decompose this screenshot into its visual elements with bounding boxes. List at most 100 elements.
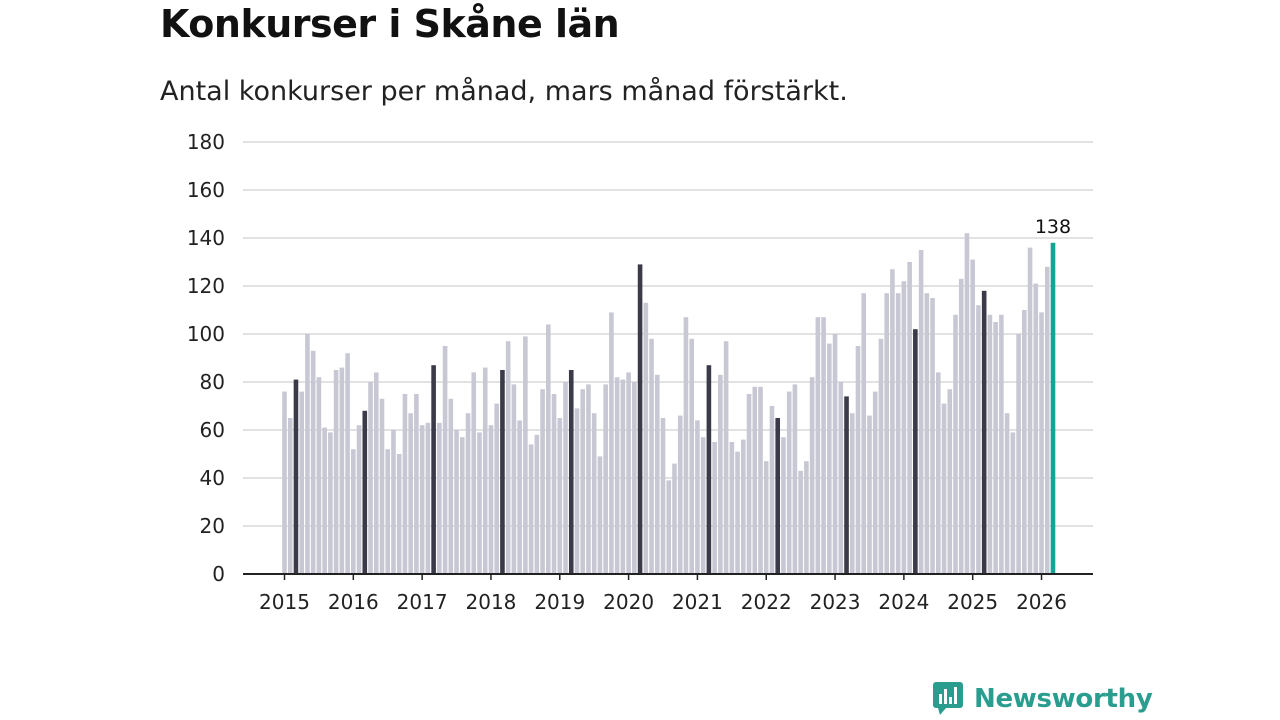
bar <box>528 444 534 574</box>
bar <box>930 298 935 574</box>
y-tick-label: 80 <box>200 370 225 394</box>
bar <box>540 389 545 574</box>
bar <box>677 415 683 574</box>
x-tick-label: 2016 <box>328 590 379 614</box>
data-label-latest: 138 <box>1035 216 1071 238</box>
bar <box>735 451 740 574</box>
bar <box>465 413 471 574</box>
bar <box>832 334 838 574</box>
y-tick-label: 60 <box>200 418 225 442</box>
bar <box>305 334 310 574</box>
bar <box>356 425 362 574</box>
bar-march <box>362 410 368 574</box>
bar <box>827 343 832 574</box>
bar <box>408 413 413 574</box>
bar <box>1010 432 1016 574</box>
bar <box>310 350 316 574</box>
bar <box>987 314 993 574</box>
bar <box>970 259 975 574</box>
bar <box>649 338 654 574</box>
bar <box>597 456 603 574</box>
bar-march <box>431 365 436 574</box>
bar-march <box>981 290 987 574</box>
bar <box>654 374 660 574</box>
bar <box>580 389 586 574</box>
bar <box>660 418 666 574</box>
bar <box>890 269 895 574</box>
bar <box>333 370 339 574</box>
bar <box>368 382 373 574</box>
bar <box>351 449 356 574</box>
bar <box>895 293 901 574</box>
x-tick-label: 2020 <box>603 590 654 614</box>
bar <box>437 422 442 574</box>
bar <box>672 463 677 574</box>
bars <box>282 233 1056 575</box>
bar <box>1033 283 1039 574</box>
newsworthy-logo-icon <box>933 682 963 715</box>
bar <box>763 461 769 574</box>
bar <box>414 394 419 574</box>
bar <box>546 324 551 574</box>
bar <box>488 425 494 574</box>
bar-march <box>500 370 505 574</box>
bar <box>282 391 287 574</box>
bar <box>867 415 872 574</box>
y-tick-label: 180 <box>187 130 225 154</box>
data-labels: 138 <box>1035 216 1071 238</box>
bar <box>609 312 614 574</box>
bar <box>419 425 425 574</box>
bar <box>316 377 322 574</box>
bar <box>586 384 591 574</box>
bar <box>958 278 964 574</box>
bar <box>551 394 557 574</box>
bar <box>379 398 385 574</box>
bar <box>901 281 907 574</box>
x-tick-label: 2022 <box>741 590 792 614</box>
bar <box>976 305 981 574</box>
bar-march <box>775 418 781 574</box>
bar <box>322 427 327 574</box>
bar <box>999 314 1004 574</box>
bar-march <box>637 264 643 574</box>
x-tick-label: 2023 <box>810 590 861 614</box>
bar <box>712 442 717 574</box>
bar <box>299 391 304 574</box>
bar <box>953 314 958 574</box>
bar <box>1044 266 1050 574</box>
bar <box>626 372 631 574</box>
bar <box>591 413 597 574</box>
bar <box>861 293 867 574</box>
bar <box>454 430 459 574</box>
y-tick-label: 0 <box>212 562 225 586</box>
gridlines <box>243 141 1093 527</box>
chart-subtitle: Antal konkurser per månad, mars månad fö… <box>160 76 848 107</box>
bar <box>781 437 786 574</box>
x-tick-label: 2017 <box>397 590 448 614</box>
bar-march <box>293 379 299 574</box>
bar <box>815 317 821 574</box>
bar <box>809 377 815 574</box>
bar <box>442 346 448 574</box>
y-tick-label: 160 <box>187 178 225 202</box>
bar <box>792 384 798 574</box>
bar <box>391 430 396 574</box>
bar <box>935 372 941 574</box>
y-tick-label: 20 <box>200 514 225 538</box>
bar <box>683 317 689 574</box>
bar <box>718 374 723 574</box>
bar <box>804 461 809 574</box>
bar-march <box>844 396 849 574</box>
bar <box>907 262 912 574</box>
bar <box>729 442 735 574</box>
bar <box>838 382 844 574</box>
bar <box>993 322 998 574</box>
y-tick-label: 120 <box>187 274 225 298</box>
brand-name: Newsworthy <box>974 684 1153 714</box>
bar <box>385 449 391 574</box>
bar <box>396 454 402 574</box>
bar <box>459 437 465 574</box>
bar <box>448 398 454 574</box>
bar <box>534 434 540 574</box>
